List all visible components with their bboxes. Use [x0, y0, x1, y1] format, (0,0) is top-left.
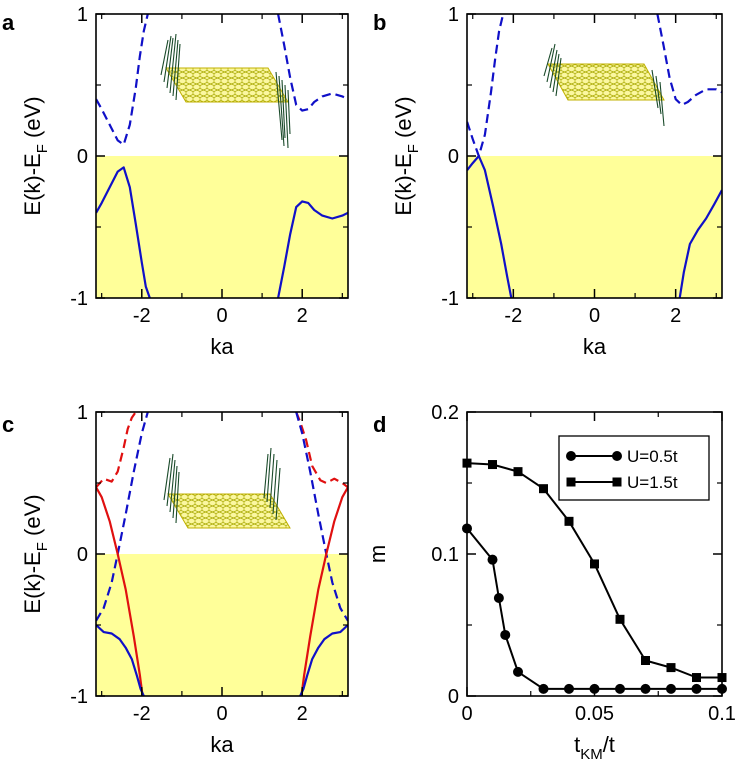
panel-d: 0 0.05 0.1 0 0.1 0.2 tKM/t m U=0.5t U=1.5t: [365, 402, 736, 763]
data-point-U=1.5t: [513, 467, 523, 477]
x-axis-label: ka: [210, 334, 234, 359]
data-point-U=1.5t: [564, 516, 574, 526]
x-tick-label: -2: [133, 305, 151, 327]
x-tick-label: 0: [216, 305, 227, 327]
panel-a: -2 0 2 -1 0 1 ka E(k)-EF (eV): [20, 4, 349, 359]
series-red-solid-right: [300, 486, 348, 696]
panel-letter-c: c: [2, 412, 14, 437]
series-unoccupied-right: [277, 14, 348, 112]
series-red-dashed-right: [295, 412, 348, 489]
y-axis-label: E(k)-EF (eV): [20, 494, 51, 613]
x-axis-label: tKM/t: [574, 732, 615, 763]
series-occupied-right: [277, 200, 348, 298]
x-axis-label: ka: [583, 334, 607, 359]
series-unoccupied-left: [467, 14, 505, 158]
y-tick-label: 0: [448, 146, 459, 168]
data-point-U=1.5t: [590, 559, 599, 569]
y-tick-label: 0: [77, 544, 88, 566]
y-tick-label: -1: [441, 288, 459, 310]
y-axis-label: E(k)-EF (eV): [391, 96, 422, 215]
y-tick-label: 0: [77, 146, 88, 168]
series-U=0.5t: [467, 527, 722, 690]
ribbon-inset-c: [163, 447, 291, 529]
y-tick-label: -1: [70, 686, 88, 708]
y-tick-label: 1: [77, 402, 88, 424]
panel-c: -2 0 2 -1 0 1 ka E(k)-EF (eV): [20, 402, 349, 757]
x-tick-label: 0.05: [575, 703, 614, 725]
y-tick-label: 1: [77, 4, 88, 26]
series-occupied-left: [96, 166, 151, 298]
y-tick-label: 0.2: [431, 402, 459, 424]
y-tick-label: 1: [448, 4, 459, 26]
occupied-states-region: [96, 554, 348, 696]
series-occupied-right: [678, 189, 722, 298]
panel-letter-d: d: [373, 412, 386, 437]
y-tick-label: -1: [70, 288, 88, 310]
panel-b: -2 0 2 -1 0 1 ka E(k)-EF (eV): [391, 4, 723, 359]
panel-letter-a: a: [2, 10, 15, 35]
series-blue-dashed-right: [295, 412, 348, 622]
ribbon-inset-a: [160, 33, 291, 149]
occupied-states-region: [467, 156, 722, 298]
x-tick-label: 0: [216, 703, 227, 725]
data-point-U=1.5t: [692, 673, 701, 683]
x-tick-label: 2: [297, 305, 308, 327]
data-point-U=0.5t: [538, 683, 549, 694]
x-tick-label: 0: [461, 703, 472, 725]
y-tick-label: 0.1: [431, 544, 459, 566]
data-point-U=0.5t: [640, 683, 651, 694]
panel-letter-b: b: [373, 10, 386, 35]
data-point-U=0.5t: [513, 666, 523, 677]
x-tick-label: 0: [589, 305, 600, 327]
ribbon-inset-b: [543, 43, 665, 127]
y-axis-label: m: [365, 545, 390, 563]
data-point-U=1.5t: [641, 656, 650, 665]
data-point-U=0.5t: [493, 593, 504, 604]
series-blue-solid-right: [299, 624, 348, 696]
data-point-U=0.5t: [487, 554, 498, 565]
x-tick-label: 0.1: [708, 703, 736, 725]
data-point-U=0.5t: [564, 683, 574, 694]
x-tick-label: 2: [670, 305, 681, 327]
occupied-states-region: [96, 156, 348, 298]
x-axis-label: ka: [210, 732, 234, 757]
legend: U=0.5t U=1.5t: [558, 435, 710, 501]
data-point-U=0.5t: [500, 629, 511, 640]
data-point-U=0.5t: [691, 683, 702, 694]
series-blue-dashed-left: [96, 412, 149, 622]
series-unoccupied-right: [656, 14, 722, 106]
x-tick-label: 2: [297, 703, 308, 725]
series-unoccupied-left: [96, 14, 149, 146]
x-tick-label: -2: [504, 305, 522, 327]
series-red-solid-left: [96, 486, 144, 696]
x-tick-label: -2: [133, 703, 151, 725]
data-point-U=0.5t: [615, 683, 625, 694]
series-occupied-left: [467, 154, 513, 298]
data-point-U=1.5t: [539, 484, 548, 494]
legend-label: U=1.5t: [627, 473, 678, 492]
data-point-U=1.5t: [615, 614, 625, 624]
data-point-U=0.5t: [666, 683, 676, 694]
series-red-dashed-left: [96, 412, 137, 489]
y-axis-label: E(k)-EF (eV): [20, 96, 51, 215]
legend-label: U=0.5t: [627, 447, 678, 466]
y-tick-label: 0: [448, 686, 459, 708]
data-point-U=1.5t: [666, 663, 676, 673]
series-blue-solid-left: [96, 624, 145, 696]
data-point-U=1.5t: [488, 460, 497, 470]
